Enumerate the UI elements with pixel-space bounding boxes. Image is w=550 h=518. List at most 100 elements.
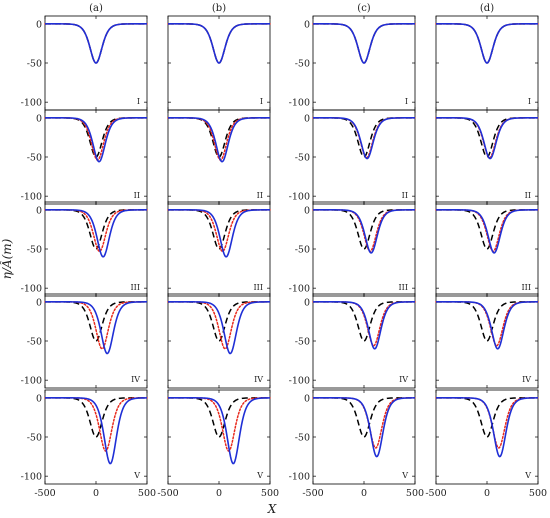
- series-line-dotted: [44, 23, 148, 64]
- series-line-dashed: [45, 23, 147, 64]
- row-label: V: [133, 471, 140, 480]
- series-line-dotted: [312, 23, 416, 64]
- y-tick-label: -50: [295, 153, 310, 164]
- series-line-solid: [45, 117, 147, 163]
- x-tick-label: 500: [529, 488, 547, 499]
- x-tick-label: 0: [216, 488, 222, 499]
- series-line-solid: [436, 397, 539, 458]
- series-line-solid: [313, 117, 415, 160]
- row-label: V: [524, 471, 531, 480]
- y-tick-label: 0: [36, 113, 42, 124]
- x-tick-label: 500: [261, 488, 279, 499]
- row-label: III: [131, 283, 140, 292]
- y-tick-label: 0: [304, 297, 310, 308]
- panel-frame: [435, 389, 539, 485]
- y-tick-label: -100: [21, 284, 42, 295]
- series-line-dashed: [168, 397, 270, 438]
- row-label: IV: [399, 375, 408, 384]
- y-tick-label: 0: [304, 19, 310, 30]
- series-line-solid: [436, 117, 538, 160]
- row-label: III: [399, 283, 408, 292]
- y-tick-label: 0: [304, 393, 310, 404]
- x-tick-label: -500: [302, 488, 323, 499]
- row-label: IV: [131, 375, 140, 384]
- series-line-dashed: [313, 23, 415, 64]
- x-tick-label: 500: [406, 488, 424, 499]
- column-label: (c): [357, 3, 371, 14]
- curves-layer: [44, 23, 539, 465]
- y-tick-label: -50: [27, 59, 42, 70]
- y-axis-label: η/Â(m): [0, 238, 14, 279]
- series-line-dotted: [312, 397, 416, 449]
- column-label: (b): [212, 3, 226, 14]
- panel-frame: [312, 109, 416, 205]
- y-tick-label: -50: [27, 337, 42, 348]
- row-label: IV: [522, 375, 531, 384]
- series-line-dotted: [312, 301, 416, 347]
- row-label: II: [257, 191, 263, 200]
- series-line-solid: [313, 23, 415, 64]
- series-line-solid: [168, 209, 270, 258]
- series-line-solid: [436, 23, 538, 64]
- series-line-dashed: [313, 397, 415, 438]
- series-line-solid: [45, 23, 147, 64]
- panel-frame: [312, 201, 416, 297]
- x-tick-label: -500: [425, 488, 446, 499]
- axes-layer: [44, 15, 539, 485]
- series-line-dotted: [435, 301, 539, 347]
- labels-layer: (a) (b) (c) (d)0-50-100 I0-50-100 II0-50-100 I…: [21, 3, 547, 499]
- y-tick-label: -100: [289, 98, 310, 109]
- series-line-dashed: [168, 301, 270, 342]
- y-tick-label: -100: [21, 472, 42, 483]
- series-line-dotted: [167, 23, 271, 64]
- row-label: III: [254, 283, 263, 292]
- series-line-dotted: [435, 23, 539, 64]
- series-line-dashed: [45, 117, 147, 158]
- panel-frame: [435, 109, 539, 205]
- y-tick-label: -100: [21, 376, 42, 387]
- series-line-solid: [168, 23, 270, 64]
- column-label: (a): [89, 3, 103, 14]
- row-label: I: [260, 97, 263, 106]
- x-axis-label: X: [267, 502, 277, 516]
- series-line-dashed: [436, 23, 538, 64]
- y-tick-label: -50: [295, 337, 310, 348]
- series-line-solid: [168, 301, 270, 355]
- y-tick-label: -50: [295, 59, 310, 70]
- series-line-solid: [168, 397, 270, 465]
- x-tick-label: 0: [361, 488, 367, 499]
- series-line-solid: [45, 397, 147, 465]
- y-tick-label: -100: [289, 284, 310, 295]
- series-line-solid: [436, 301, 538, 350]
- row-label: III: [522, 283, 531, 292]
- series-line-dashed: [436, 301, 538, 342]
- x-tick-label: 0: [484, 488, 490, 499]
- y-tick-label: -50: [295, 245, 310, 256]
- series-line-dashed: [436, 397, 538, 438]
- series-line-solid: [45, 301, 147, 355]
- y-tick-label: -100: [289, 472, 310, 483]
- y-tick-label: 0: [36, 393, 42, 404]
- y-tick-label: -50: [27, 245, 42, 256]
- row-label: IV: [254, 375, 263, 384]
- series-line-dashed: [45, 301, 147, 342]
- series-line-dotted: [167, 397, 271, 452]
- series-line-solid: [45, 209, 147, 258]
- series-line-solid: [436, 209, 538, 254]
- series-line-dashed: [313, 301, 415, 342]
- panel-frame: [167, 201, 271, 297]
- panel-frame: [435, 201, 539, 297]
- row-label: V: [401, 471, 408, 480]
- series-line-dotted: [167, 301, 271, 350]
- panel-frame: [44, 293, 148, 389]
- series-line-solid: [313, 209, 415, 254]
- column-label: (d): [480, 3, 494, 14]
- y-tick-label: 0: [304, 113, 310, 124]
- y-tick-label: -100: [21, 98, 42, 109]
- series-line-dotted: [44, 301, 148, 350]
- row-label: I: [405, 97, 408, 106]
- x-tick-label: 0: [93, 488, 99, 499]
- row-label: I: [528, 97, 531, 106]
- series-line-solid: [313, 301, 415, 350]
